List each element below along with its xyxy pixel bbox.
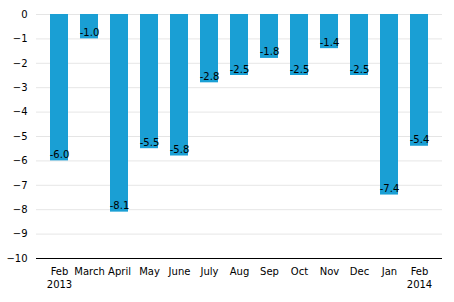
svg-text:−5: −5 — [13, 131, 28, 142]
svg-text:-2.5: -2.5 — [230, 64, 250, 75]
svg-text:-1.0: -1.0 — [80, 27, 100, 38]
svg-text:−1: −1 — [13, 33, 28, 44]
svg-text:-5.8: -5.8 — [170, 144, 190, 155]
svg-text:Nov: Nov — [320, 266, 340, 277]
svg-text:-2.8: -2.8 — [200, 71, 220, 82]
svg-text:−4: −4 — [13, 106, 28, 117]
svg-text:-5.5: -5.5 — [140, 137, 160, 148]
svg-text:-1.8: -1.8 — [260, 46, 280, 57]
svg-text:−6: −6 — [13, 155, 28, 166]
svg-text:Feb: Feb — [51, 266, 69, 277]
svg-text:−10: −10 — [6, 253, 27, 264]
svg-text:2014: 2014 — [407, 279, 432, 290]
svg-text:April: April — [108, 266, 131, 277]
svg-text:Sep: Sep — [260, 266, 279, 277]
svg-text:-2.5: -2.5 — [290, 64, 310, 75]
svg-text:−7: −7 — [13, 180, 28, 191]
svg-text:-6.0: -6.0 — [50, 149, 70, 160]
svg-text:2013: 2013 — [47, 279, 72, 290]
svg-text:Oct: Oct — [291, 266, 308, 277]
svg-text:−8: −8 — [13, 204, 28, 215]
svg-text:−9: −9 — [13, 228, 28, 239]
svg-text:Jan: Jan — [381, 266, 397, 277]
svg-text:July: July — [200, 266, 219, 277]
svg-text:0: 0 — [21, 9, 27, 20]
svg-text:-5.4: -5.4 — [410, 134, 430, 145]
svg-text:-1.4: -1.4 — [320, 37, 340, 48]
svg-text:June: June — [168, 266, 191, 277]
svg-text:−2: −2 — [13, 58, 28, 69]
svg-text:March: March — [74, 266, 104, 277]
svg-text:Aug: Aug — [230, 266, 250, 277]
svg-text:Dec: Dec — [350, 266, 369, 277]
svg-text:-7.4: -7.4 — [380, 183, 400, 194]
svg-text:-8.1: -8.1 — [110, 200, 130, 211]
svg-text:-2.5: -2.5 — [350, 64, 370, 75]
svg-text:−3: −3 — [13, 82, 28, 93]
svg-text:May: May — [139, 266, 160, 277]
svg-text:Feb: Feb — [411, 266, 429, 277]
